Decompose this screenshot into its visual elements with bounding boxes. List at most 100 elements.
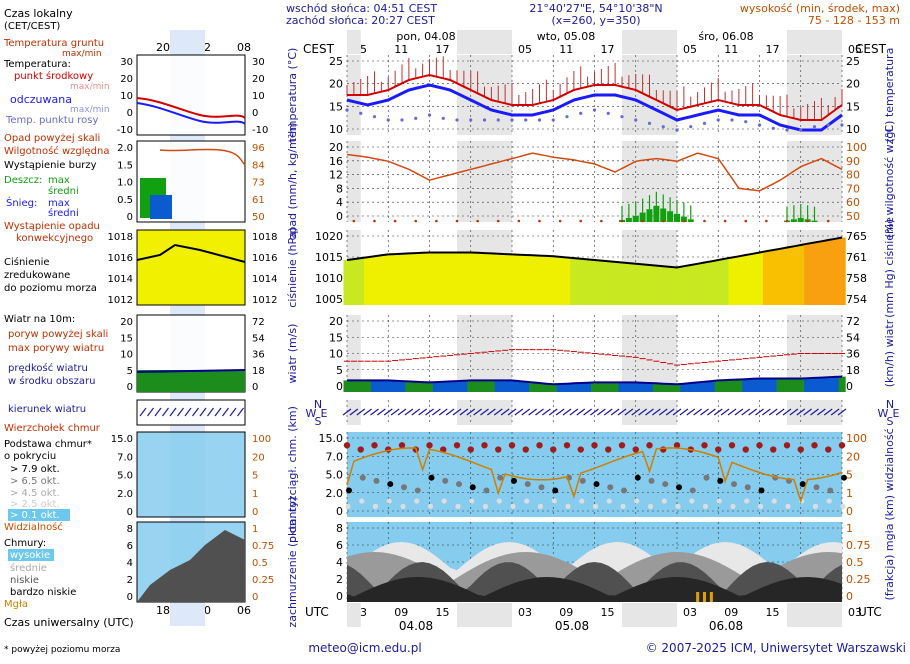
cloud-base-dot [346, 487, 352, 494]
dew-point-dot [414, 116, 418, 120]
wind-speed-fill [343, 380, 351, 392]
pressure-fill [467, 252, 475, 305]
dew-point-dot [455, 118, 459, 122]
legend-tick-right: 1012 [252, 295, 277, 306]
wind-arrow [507, 408, 517, 416]
pressure-fill [439, 252, 447, 305]
footer-copyright: © 2007-2025 ICM, Uniwersytet Warszawski [646, 641, 906, 655]
wind-speed-fill [570, 383, 578, 392]
cloud-base-dot [414, 487, 421, 494]
pressure-fill [831, 238, 839, 305]
humidity-line [346, 152, 843, 192]
compass-s: S [315, 415, 322, 428]
pressure-fill [371, 256, 379, 305]
dew-point-dot [675, 128, 679, 132]
panel-temp [345, 55, 844, 135]
legend-wind-arrow [229, 407, 237, 417]
cloud-ylabel-left: zachmurzenie (oktanty) [286, 496, 299, 627]
pressure-fill [673, 267, 681, 305]
conv-marker [600, 219, 603, 223]
legend-temp-ground: Temperatura gruntu [3, 38, 104, 49]
cloud-base-dot-light [606, 498, 612, 504]
legend-cl-high: wysokie [10, 550, 50, 561]
rain-bar [687, 219, 694, 222]
wind-arrow [645, 408, 654, 416]
tick-label-left: 0 [336, 380, 343, 393]
cloud-top-dot [660, 446, 667, 453]
cloud-base-dot-light [771, 498, 777, 504]
tick-label-right: 0.25 [846, 573, 871, 586]
date-label-1: 04.08 [399, 619, 433, 633]
wind-speed-fill [680, 383, 688, 392]
footer-email[interactable]: meteo@icm.edu.pl [308, 641, 421, 655]
pressure-fill [659, 266, 667, 305]
conv-marker [620, 219, 624, 223]
top-hour-label: 05 [518, 43, 532, 56]
cloud-base-dot-light [441, 498, 447, 504]
wind-arrow [610, 408, 620, 416]
wind-arrow [418, 408, 427, 416]
pressure-fill [735, 256, 743, 305]
pressure-fill [584, 259, 592, 305]
dew-point-dot [620, 115, 624, 119]
night-band-bottom [622, 603, 677, 627]
rain-bar [660, 208, 667, 222]
wind-arrow [397, 408, 407, 416]
pressure-fill [694, 263, 702, 305]
night-band-bottom [457, 603, 512, 627]
pressure-fill [604, 261, 612, 305]
height-values: 75 - 128 - 153 m [808, 14, 900, 27]
legend-tick-left: 2.0 [117, 489, 133, 500]
wind-arrow [707, 408, 716, 416]
dew-point-dot [579, 111, 583, 115]
pressure-fill [797, 245, 805, 305]
tick-label-left: 5 [336, 364, 343, 377]
legend-tick-left: 0.5 [117, 195, 133, 206]
pressure-fill [577, 258, 585, 305]
top-hour-label: 11 [394, 43, 408, 56]
wind-arrow [782, 408, 792, 416]
legend-tick-right: 0 [252, 592, 258, 603]
legend-cl-vlow: bardzo niskie [10, 587, 76, 598]
cloud-base-dot [703, 474, 710, 481]
cloud-top-dot [618, 442, 626, 449]
wind-arrow [500, 408, 510, 416]
tick-label-right: 36 [846, 348, 860, 361]
bottom-hour-label: 03 [848, 606, 862, 619]
wind-arrow [810, 408, 819, 416]
rain-bar [811, 220, 818, 222]
cloud-top-dot [646, 442, 653, 449]
cloud-top-dot [632, 446, 639, 453]
pressure-fill [790, 246, 798, 305]
wind-arrow [383, 408, 393, 416]
bottom-hour-label: 09 [394, 606, 408, 619]
dew-point-dot [359, 111, 363, 115]
dew-point-dot [510, 118, 514, 122]
rain-bar [639, 212, 646, 222]
top-hour-label: 05 [683, 43, 697, 56]
cloud-base-dot-light [359, 498, 365, 504]
wind-speed-fill [577, 383, 585, 392]
tick-label-left: 0 [336, 590, 343, 603]
legend-local-hour-1: 20 [156, 41, 170, 54]
dew-point-dot [785, 128, 789, 132]
pressure-fill [377, 255, 386, 305]
pressure-fill [529, 255, 537, 305]
cloud-top-dot [453, 442, 461, 449]
tick-label-right: 0.5 [846, 556, 864, 569]
cloud-base-dot-light [744, 498, 750, 504]
legend-fog: Mgła [4, 599, 28, 610]
cloud-top-dot [783, 442, 791, 449]
legend-tick-left: 5 [127, 366, 133, 377]
compass-n: N [314, 398, 322, 411]
tick-label-right: 765 [846, 230, 867, 243]
legend-tick-right: 96 [252, 143, 265, 154]
legend-cloud-top: Wierzchołek chmur [4, 423, 101, 434]
legend-okt-2: > 6.5 okt. [10, 476, 60, 487]
bottom-hour-label: 09 [559, 606, 573, 619]
cloud-top-dot [467, 446, 474, 453]
legend-tick-right: 0 [252, 507, 258, 518]
legend-tick-right: 0 [252, 108, 258, 119]
wind-speed-fill [646, 383, 654, 392]
wind-arrow [748, 408, 757, 416]
